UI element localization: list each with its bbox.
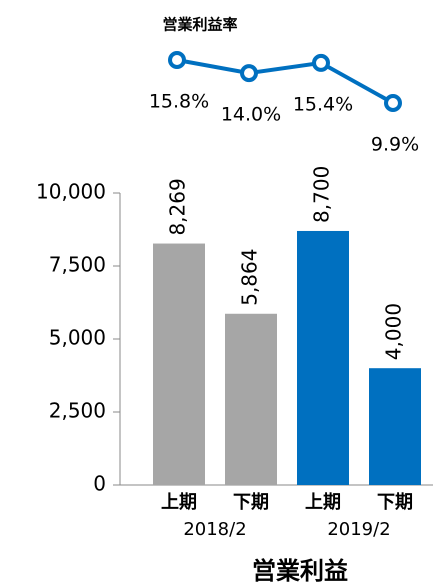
group-label: 2018/2 — [183, 519, 246, 540]
x-tick-label: 上期 — [305, 492, 341, 513]
y-tick-label: 5,000 — [49, 326, 106, 350]
y-tick-label: 0 — [93, 472, 106, 496]
bar-value-label: 8,700 — [310, 166, 334, 223]
line-value-label: 15.8% — [149, 91, 209, 113]
x-tick-label: 上期 — [161, 492, 197, 513]
line-value-label: 14.0% — [221, 104, 281, 126]
bar — [369, 368, 421, 485]
y-tick-label: 7,500 — [49, 253, 106, 277]
group-label: 2019/2 — [327, 519, 390, 540]
y-tick-label: 10,000 — [36, 180, 106, 204]
bar-value-label: 5,864 — [238, 249, 262, 306]
line-marker — [312, 53, 330, 72]
x-axis-label: 営業利益 — [252, 557, 348, 585]
y-tick-label: 2,500 — [49, 399, 106, 423]
line-value-label: 15.4% — [293, 93, 353, 115]
line-marker — [168, 51, 186, 69]
line — [176, 58, 394, 105]
line-marker — [384, 94, 402, 112]
bar-value-label: 4,000 — [382, 303, 406, 360]
bar-value-label: 8,269 — [166, 178, 190, 235]
line-title: 営業利益率 — [162, 16, 237, 34]
bar — [225, 313, 277, 485]
bar — [153, 243, 205, 485]
line-marker — [240, 64, 258, 83]
line-value-label: 9.9% — [371, 134, 419, 156]
x-tick-label: 下期 — [233, 492, 269, 513]
bar — [297, 230, 349, 485]
x-tick-label: 下期 — [377, 492, 413, 513]
